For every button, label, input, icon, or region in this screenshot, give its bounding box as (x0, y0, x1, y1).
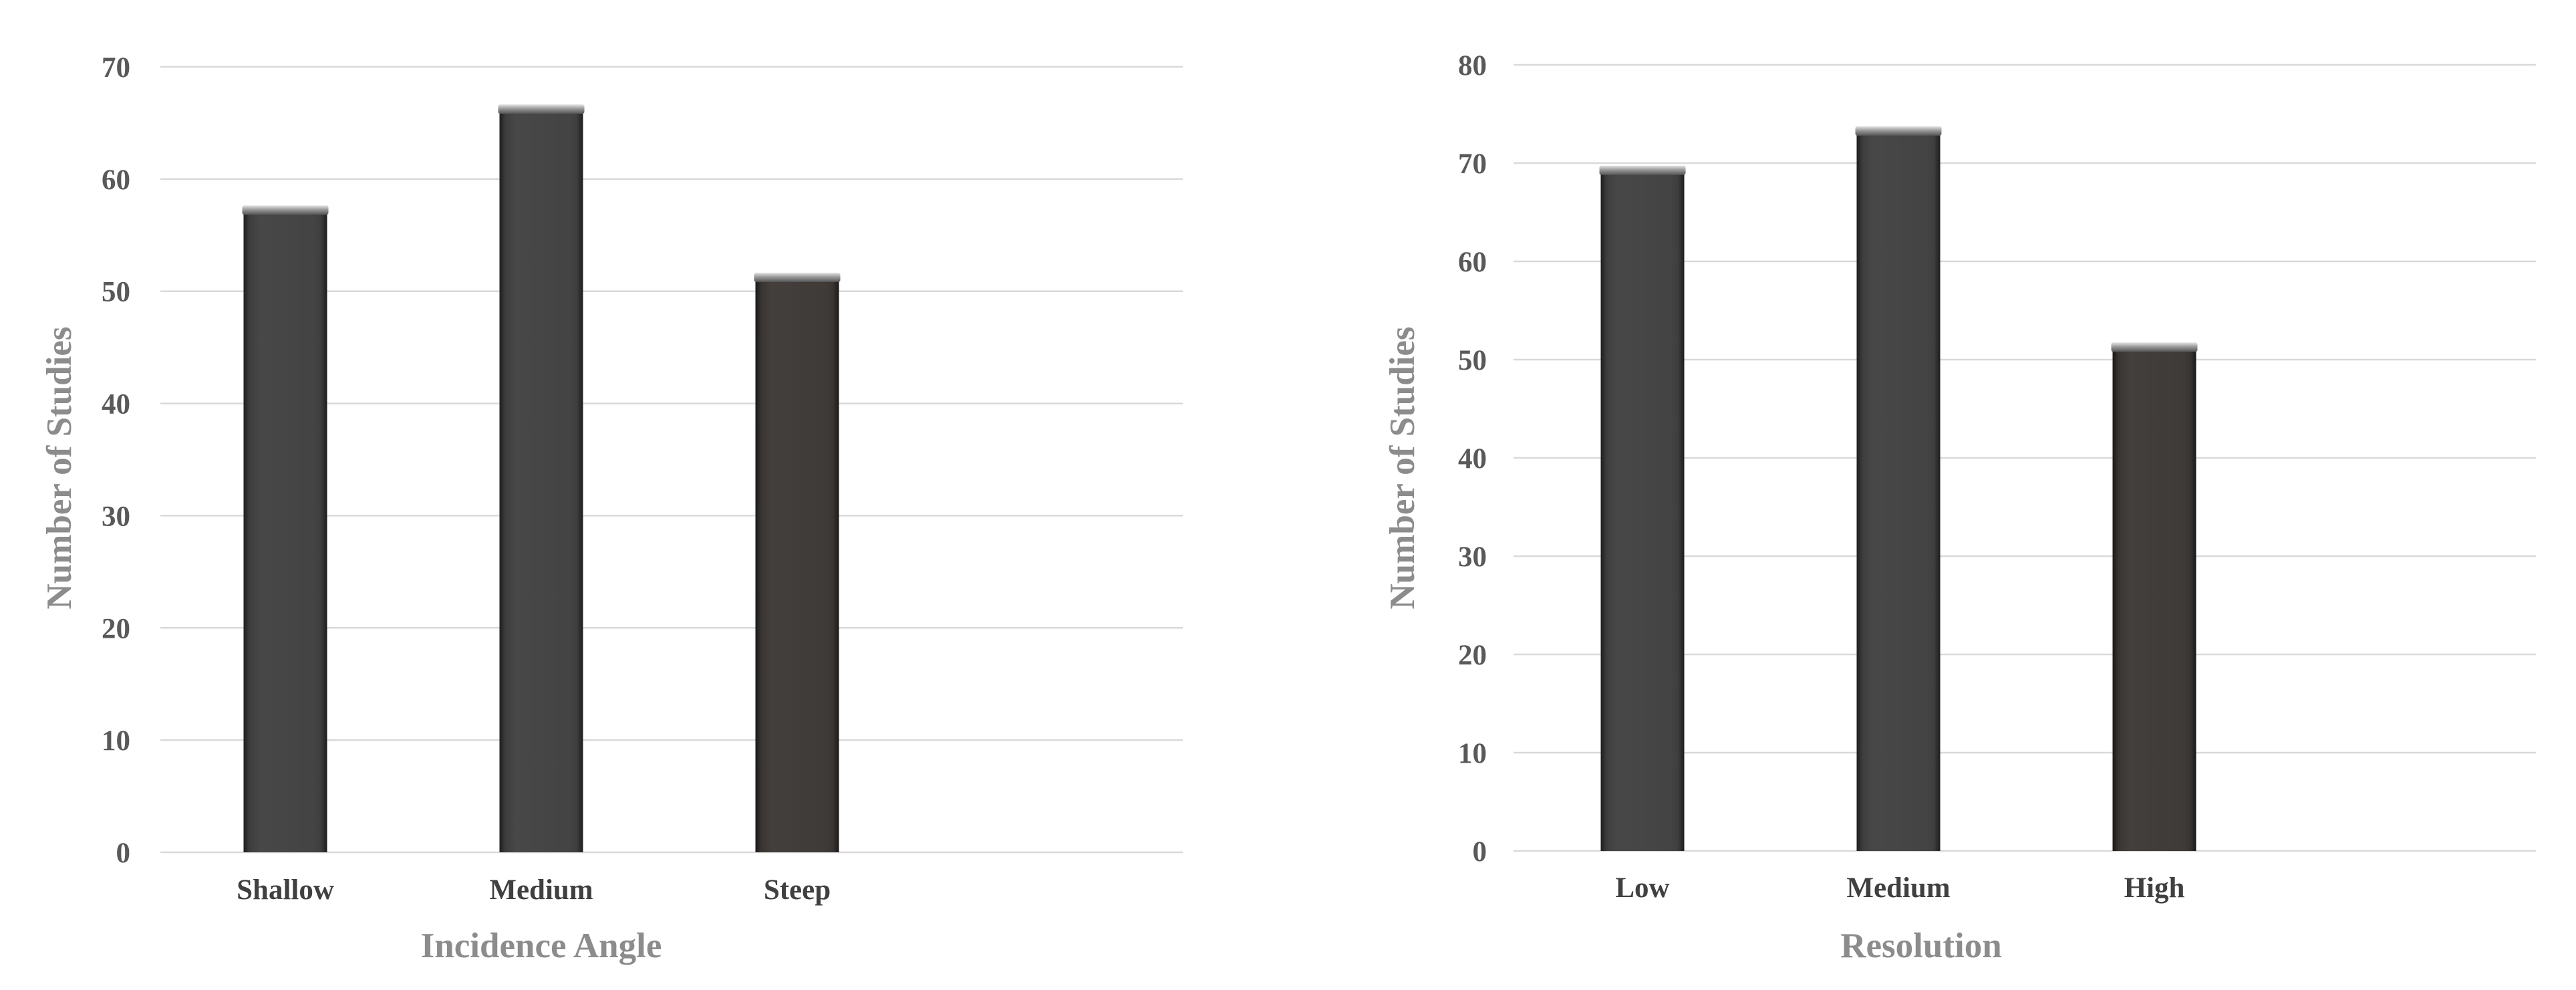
y-tick-label-4: 40 (1458, 443, 1487, 475)
y-tick-label-7: 70 (1458, 148, 1487, 180)
bar-shade-1 (499, 112, 583, 853)
y-tick-label-0: 0 (1473, 836, 1487, 868)
bar-cap-2 (2111, 342, 2198, 352)
bar-1 (498, 104, 585, 853)
y-gridlines (160, 66, 1183, 854)
y-axis-title: Number of Studies (40, 326, 79, 609)
bar-shade-0 (243, 213, 327, 852)
bar-cap-0 (242, 205, 329, 215)
bar-shade-2 (755, 279, 839, 852)
y-tick-label-3: 30 (1458, 541, 1487, 573)
x-tick-label-0: Low (1615, 872, 1669, 904)
y-tick-label-7: 70 (102, 52, 130, 84)
bar-2 (2111, 342, 2198, 851)
y-tick-labels: 0 10 20 30 40 50 60 70 80 (1458, 50, 1487, 868)
x-tick-label-2: Steep (764, 874, 831, 906)
bars (1599, 126, 2198, 851)
incidence-angle-chart: 0 10 20 30 40 50 60 70 Shallow Medium Steep Incid… (40, 52, 1183, 965)
x-axis-title: Incidence Angle (421, 926, 662, 965)
bar-shade-1 (1856, 133, 1941, 851)
bars (242, 104, 841, 853)
y-tick-label-5: 50 (102, 277, 130, 308)
bar-cap-1 (1855, 126, 1942, 136)
y-tick-label-8: 80 (1458, 50, 1487, 82)
y-tick-label-5: 50 (1458, 345, 1487, 376)
x-tick-label-2: High (2124, 872, 2185, 904)
y-tick-label-1: 10 (102, 725, 130, 757)
x-tick-label-1: Medium (1846, 872, 1950, 904)
bar-cap-0 (1599, 165, 1686, 175)
bar-cap-2 (754, 272, 841, 282)
bar-shade-2 (2112, 350, 2196, 851)
y-tick-label-6: 60 (102, 164, 130, 196)
resolution-chart: 0 10 20 30 40 50 60 70 80 Low Medium High Resoluti… (1383, 50, 2536, 965)
x-tick-labels: Shallow Medium Steep (237, 874, 831, 906)
y-tick-label-3: 30 (102, 501, 130, 532)
bar-1 (1855, 126, 1942, 851)
y-tick-label-4: 40 (102, 389, 130, 420)
bar-0 (242, 205, 329, 852)
y-tick-label-0: 0 (116, 838, 131, 869)
y-tick-label-2: 20 (102, 613, 130, 644)
bar-0 (1599, 165, 1686, 851)
bar-shade-0 (1600, 172, 1685, 851)
x-tick-label-0: Shallow (237, 874, 334, 906)
bar-cap-1 (498, 104, 585, 114)
y-tick-labels: 0 10 20 30 40 50 60 70 (102, 52, 130, 869)
y-tick-label-2: 20 (1458, 640, 1487, 671)
bar-2 (754, 272, 841, 852)
y-axis-title: Number of Studies (1383, 326, 1422, 609)
x-tick-labels: Low Medium High (1615, 872, 2184, 904)
y-tick-label-6: 60 (1458, 247, 1487, 278)
x-tick-label-1: Medium (489, 874, 593, 906)
x-axis-title: Resolution (1840, 926, 2001, 965)
y-tick-label-1: 10 (1458, 738, 1487, 769)
